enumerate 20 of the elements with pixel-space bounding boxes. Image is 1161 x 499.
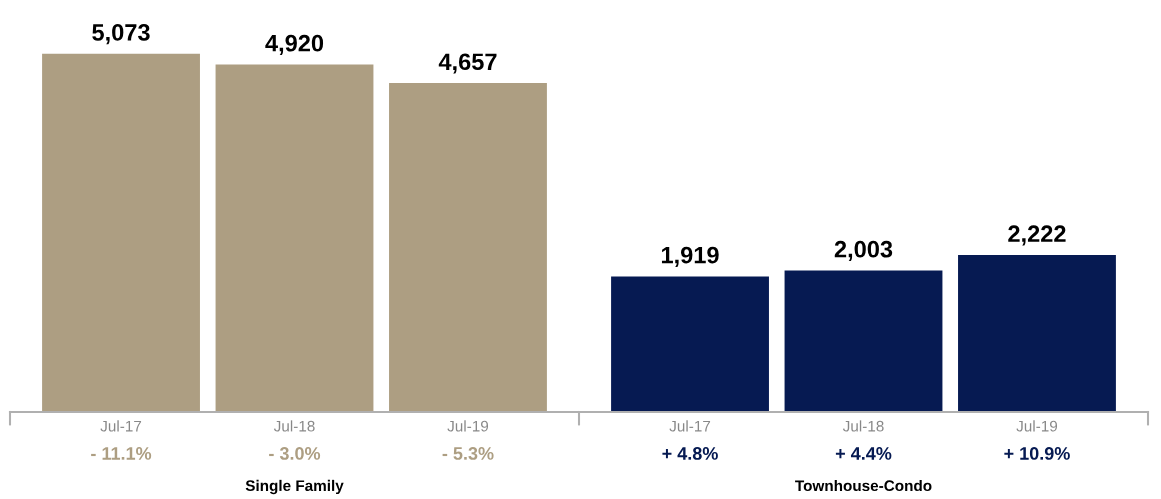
text: - 11.1%: [91, 447, 152, 460]
text: + 4.4%: [835, 447, 892, 460]
text: + 10.9%: [1004, 447, 1070, 460]
data-label: 1,919: [661, 246, 719, 267]
data-label: 2,003: [834, 240, 893, 261]
data-label: 4,920: [265, 34, 324, 55]
data-label: 4,657: [438, 53, 497, 74]
x-tick-label: Jul-19: [1016, 420, 1058, 432]
x-axis-title: Single Family: [245, 479, 344, 495]
text: - 3.0%: [269, 447, 321, 460]
text: - 5.3%: [442, 447, 494, 460]
x-tick-label: Jul-18: [273, 420, 315, 432]
x-tick-label: Jul-18: [842, 420, 884, 432]
x-tick-label: Jul-17: [100, 420, 142, 432]
x-tick-label: Jul-17: [669, 420, 711, 432]
text: + 4.8%: [662, 447, 718, 460]
data-label: 5,073: [92, 24, 150, 45]
x-tick-label: Jul-19: [447, 420, 489, 432]
x-axis-title: Townhouse-Condo: [795, 479, 932, 492]
data-label: 2,222: [1008, 225, 1066, 246]
